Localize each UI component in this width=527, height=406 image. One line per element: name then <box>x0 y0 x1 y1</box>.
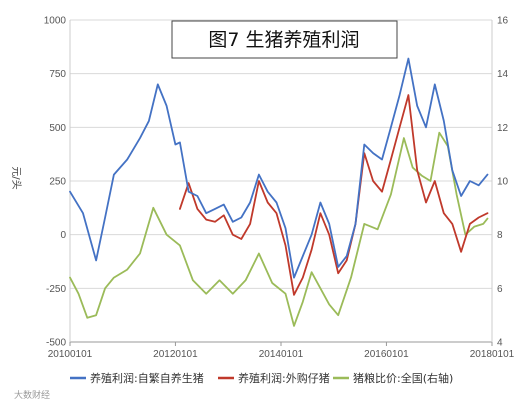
y2-tick-label: 14 <box>497 69 509 80</box>
y2-tick-label: 4 <box>497 338 503 349</box>
y-tick-label: 0 <box>60 230 66 241</box>
x-tick-label: 20120101 <box>153 349 198 360</box>
y-tick-label: 500 <box>49 123 66 134</box>
y-tick-label: 250 <box>49 177 66 188</box>
series-line-2 <box>179 94 489 296</box>
legend-item: 猪粮比价:全国(右轴) <box>333 371 453 385</box>
x-tick-label: 20180101 <box>470 349 515 360</box>
y2-tick-label: 6 <box>497 284 503 295</box>
legend-item: 养殖利润:自繁自养生猪 <box>70 371 204 385</box>
x-tick-label: 20160101 <box>364 349 409 360</box>
legend-label: 养殖利润:外购仔猪 <box>238 371 330 385</box>
y2-tick-label: 16 <box>497 16 509 27</box>
y2-tick-label: 10 <box>497 177 509 188</box>
legend: 养殖利润:自繁自养生猪 养殖利润:外购仔猪 猪粮比价:全国(右轴) <box>70 371 453 385</box>
x-tick-label: 20140101 <box>259 349 304 360</box>
legend-item: 养殖利润:外购仔猪 <box>218 371 330 385</box>
y-tick-label: 750 <box>49 69 66 80</box>
y-axis-label: 元/头 <box>10 166 22 189</box>
legend-label: 猪粮比价:全国(右轴) <box>353 371 453 385</box>
series-line-1 <box>69 57 489 279</box>
gridlines <box>70 19 492 343</box>
y2-tick-label: 8 <box>497 230 503 241</box>
y-tick-label: -500 <box>46 338 66 349</box>
series-line-3 <box>69 131 489 327</box>
y-tick-label: -250 <box>46 284 66 295</box>
y2-tick-label: 12 <box>497 123 509 134</box>
x-tick-label: 20100101 <box>48 349 93 360</box>
y-tick-label: 1000 <box>44 16 67 27</box>
chart-title-box <box>171 20 398 59</box>
axes: -500 -250 0 250 500 750 1000 4 6 8 10 12 14 16 2010010… <box>44 16 515 361</box>
watermark-text: 大数财经 <box>14 389 50 401</box>
legend-label: 养殖利润:自繁自养生猪 <box>90 371 204 385</box>
series-lines <box>69 57 489 327</box>
chart-title: 图7 生猪养殖利润 <box>208 29 359 51</box>
